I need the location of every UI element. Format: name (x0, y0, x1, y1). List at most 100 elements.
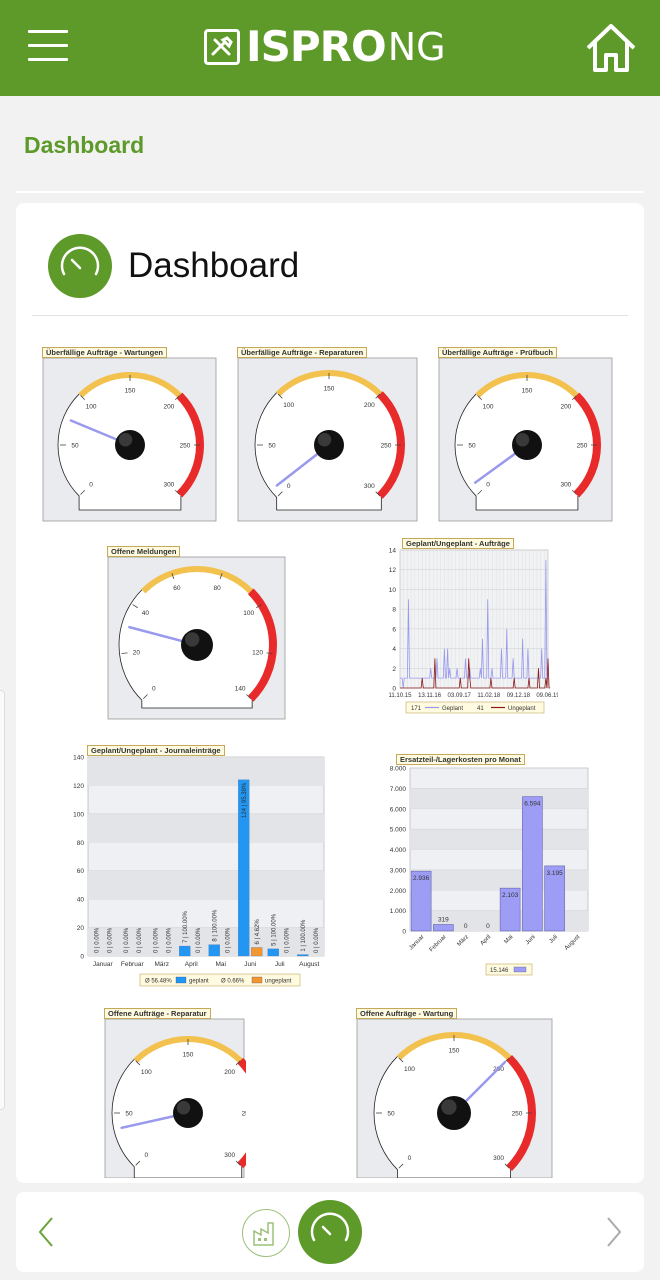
tools-icon (204, 29, 240, 65)
gauge-tick (375, 491, 381, 497)
plot-area (87, 756, 325, 957)
home-icon[interactable] (584, 22, 638, 74)
gauge-tick-label: 300 (224, 1152, 235, 1159)
x-tick-label: Januar (408, 934, 425, 951)
gauge-danger-band (377, 391, 405, 499)
bar-chart: 0 20 40 60 80 100 120 140 Januar 0 | 0.00% 0 | 0.0… (73, 755, 325, 987)
gauge-chart: 0 50 100 150 200 250 300 (237, 357, 418, 522)
x-tick-label: April (185, 961, 199, 968)
legend-value: 15.146 (490, 968, 509, 974)
chevron-right-icon[interactable] (604, 1214, 624, 1250)
bar (433, 924, 454, 932)
gauge-tick-label: 100 (86, 404, 97, 411)
bar-data-label: 3.195 (546, 870, 563, 877)
x-tick-label: 09.12.18 (507, 693, 531, 699)
y-tick-label: 0 (80, 954, 84, 961)
gauge-tick (135, 1160, 141, 1166)
gauge-tick (174, 489, 180, 495)
gauge-tick-label: 250 (512, 1111, 523, 1118)
grid-band (410, 788, 588, 809)
bar-data-label: 0 (486, 923, 490, 930)
divider (16, 191, 644, 193)
gauge-hub-highlight (317, 433, 332, 447)
bar-data-label: 0 | 0.00% (137, 927, 143, 953)
widget-title: Überfällige Aufträge - Wartungen (42, 347, 167, 358)
x-tick-label: Mai (216, 961, 226, 968)
series-line (400, 658, 551, 689)
factory-icon[interactable] (242, 1209, 290, 1257)
gauge-tick-label: 250 (242, 1111, 246, 1118)
gauge-tick (135, 1060, 141, 1066)
gauge-icon[interactable] (298, 1200, 362, 1264)
gauge-widget-wartungen: 0 50 100 150 200 250 300 Überfällige Aufträge … (42, 347, 218, 523)
legend-swatch (251, 976, 263, 984)
legend-swatch (513, 966, 527, 973)
gauge-tick-label: 0 (89, 481, 93, 488)
y-tick-label: 5.000 (390, 827, 407, 834)
bar-data-label: 124 | 95.38% (242, 782, 248, 818)
y-tick-label: 4 (392, 646, 396, 653)
gauge-tick-label: 0 (152, 686, 156, 693)
gauge-tick-label: 150 (125, 388, 136, 395)
gauge-tick-label: 150 (522, 388, 533, 395)
gauge-chart: 0 50 100 150 200 250 300 (42, 357, 217, 522)
gauge-chart: 0 50 100 150 200 250 300 (104, 1018, 246, 1178)
gauge-tick-label: 0 (287, 483, 291, 490)
bar (179, 945, 191, 957)
gauge-tick (121, 652, 128, 654)
line-chart-auftraege: 0 2 4 6 8 10 12 14 11.10.15 13.11.16 03.09.17 11.02… (368, 538, 558, 728)
gauge-tick (174, 395, 180, 401)
gauge-hub (437, 1096, 471, 1130)
gauge-tick (375, 393, 381, 399)
bar-data-label: 0 | 0.00% (225, 927, 231, 953)
gauge-warning-band (275, 370, 383, 397)
y-tick-label: 0 (392, 686, 396, 693)
legend-label: geplant (189, 979, 209, 985)
chevron-left-icon[interactable] (36, 1214, 56, 1250)
gauge-tick (398, 1163, 404, 1169)
gauge-hub (314, 430, 344, 460)
gauge-widget-offene-reparatur: 0 50 100 150 200 250 300 Offene Aufträge - Rep… (104, 1008, 246, 1178)
y-tick-label: 10 (389, 587, 397, 594)
gauge-tick-label: 50 (468, 443, 476, 450)
gauge-tick-label: 300 (364, 483, 375, 490)
y-tick-label: 120 (73, 783, 84, 790)
y-tick-label: 4.000 (390, 847, 407, 854)
bar (267, 948, 279, 957)
bar (410, 870, 432, 932)
bar-data-label: 8 | 100.00% (212, 909, 218, 942)
gauge-tick-label: 0 (408, 1155, 412, 1162)
x-tick-label: Februar (429, 934, 448, 953)
gauge-tick (235, 1060, 241, 1066)
gauge-tick (266, 652, 273, 654)
app-header: ISPRO NG (0, 0, 660, 96)
side-drawer-handle[interactable] (0, 690, 5, 1110)
grid-band (410, 829, 588, 850)
hamburger-menu-icon[interactable] (28, 30, 68, 64)
gauge-tick (398, 1057, 404, 1063)
chart-legend: 15.146 (485, 963, 533, 976)
gauge-tick-label: 150 (324, 386, 335, 393)
legend-box (485, 963, 533, 976)
gauge-tick (477, 489, 483, 495)
x-tick-label: Juli (548, 934, 559, 945)
x-tick-label: Februar (121, 961, 145, 968)
bar-data-label: 6 | 4.62% (255, 919, 261, 945)
gauge-tick (277, 393, 283, 399)
x-tick-label: 09.06.19 (536, 693, 558, 699)
x-tick-label: März (456, 934, 470, 948)
y-tick-label: 8.000 (390, 766, 407, 773)
y-tick-label: 6.000 (390, 806, 407, 813)
bar-data-label: 0 | 0.00% (107, 927, 113, 953)
gauge-hub-highlight (176, 1101, 191, 1115)
bar (208, 944, 220, 957)
bar-data-label: 0 | 0.00% (166, 927, 172, 953)
x-tick-label: Januar (93, 961, 114, 968)
bar-chart-journaleintraege: 0 20 40 60 80 100 120 140 Januar 0 | 0.00% 0 | 0.0… (68, 745, 334, 990)
gauge-warning-band (141, 566, 253, 594)
grid-band (88, 927, 324, 956)
grid-band (410, 869, 588, 891)
gauge-hub (173, 1098, 203, 1128)
gauge-tick-label: 0 (144, 1152, 148, 1159)
y-tick-label: 40 (77, 897, 85, 904)
